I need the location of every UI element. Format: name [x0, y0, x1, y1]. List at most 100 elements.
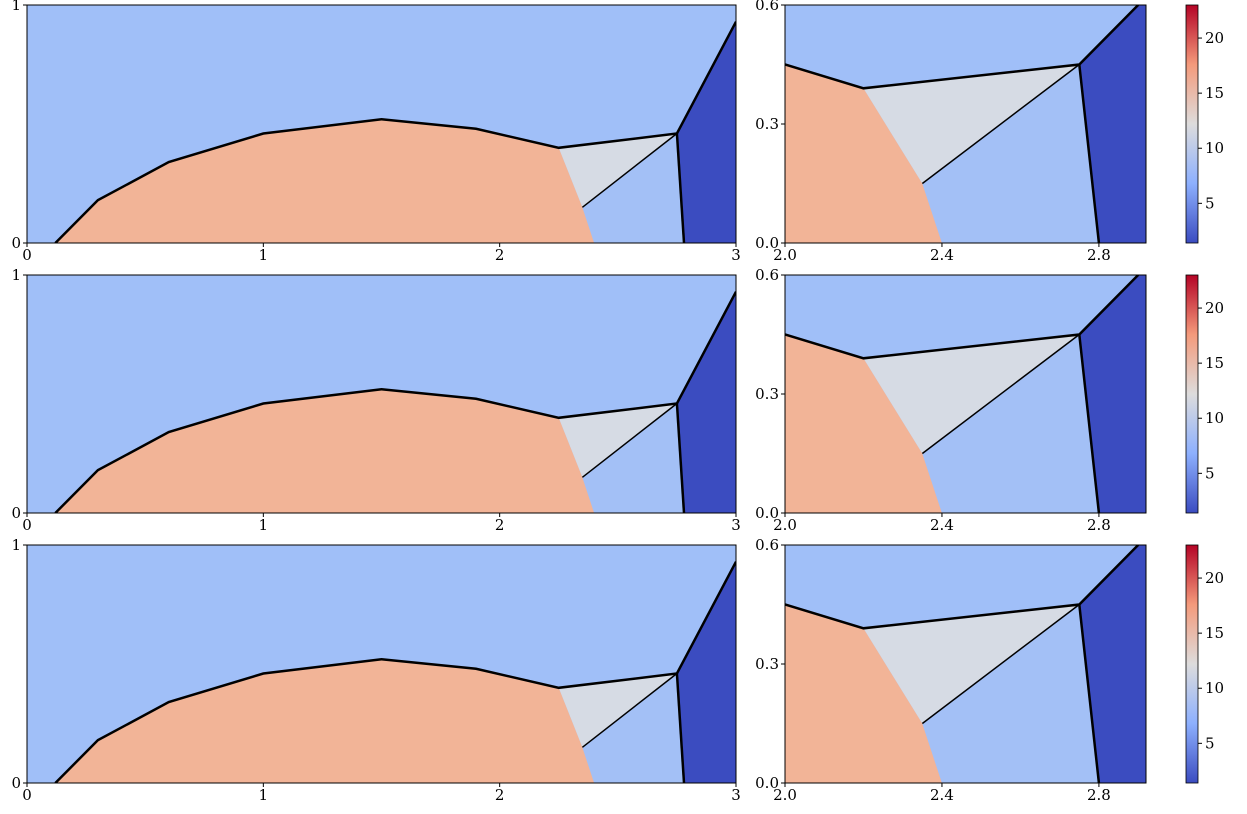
field — [27, 545, 736, 783]
region — [922, 334, 1099, 513]
region — [582, 403, 685, 513]
region — [55, 659, 595, 783]
y-tick-label: 0.6 — [755, 0, 779, 14]
region — [863, 604, 1080, 724]
colorbar — [1185, 544, 1199, 784]
x-tick-label: 2.4 — [930, 246, 954, 264]
slip-line — [581, 402, 678, 478]
region — [1079, 545, 1146, 783]
field — [27, 5, 736, 243]
mach-stem — [675, 673, 686, 783]
mach-stem — [675, 403, 686, 513]
frame — [26, 4, 737, 244]
field — [785, 545, 1146, 783]
panel: 2.0 2.4 2.8 0.0 0.3 0.6 5 10 15 20 — [755, 266, 1224, 534]
region — [558, 133, 677, 208]
y-tick-label: 0 — [11, 504, 21, 522]
mach-stem — [1078, 604, 1101, 783]
frame — [26, 544, 737, 784]
field — [785, 5, 1146, 243]
colorbar-tick-label: 15 — [1205, 624, 1224, 642]
y-tick-label: 0.3 — [755, 385, 779, 403]
panel: 2.0 2.4 2.8 0.0 0.3 0.6 5 10 15 20 — [755, 536, 1224, 804]
region — [922, 604, 1099, 783]
y-tick-label: 0.0 — [755, 774, 779, 792]
mach-stem — [675, 133, 686, 243]
x-tick-label: 3 — [731, 786, 741, 804]
x-tick-label: 2 — [495, 246, 505, 264]
shock — [785, 275, 1140, 360]
y-tick-label: 1 — [11, 536, 21, 554]
colorbar-tick-label: 15 — [1205, 84, 1224, 102]
x-tick-label: 1 — [259, 516, 269, 534]
colorbar-tick-label: 20 — [1205, 29, 1224, 47]
colorbar-tick-label: 5 — [1205, 194, 1215, 212]
region — [785, 334, 942, 513]
region — [558, 403, 677, 478]
x-tick-label: 0 — [22, 786, 32, 804]
frame — [26, 274, 737, 514]
y-tick-label: 0.6 — [755, 266, 779, 284]
mach-stem — [1078, 64, 1101, 243]
region — [1079, 275, 1146, 513]
region — [55, 119, 595, 243]
x-tick-label: 2.4 — [930, 516, 954, 534]
colorbar-tick-label: 15 — [1205, 354, 1224, 372]
slip-line — [921, 603, 1080, 725]
region — [582, 673, 685, 783]
x-tick-label: 2 — [495, 516, 505, 534]
region — [582, 133, 685, 243]
shock — [54, 291, 736, 513]
colorbar — [1185, 274, 1199, 514]
y-tick-label: 1 — [11, 266, 21, 284]
slip-line — [581, 132, 678, 208]
region — [1079, 5, 1146, 243]
region — [863, 64, 1080, 184]
x-tick-label: 1 — [259, 786, 269, 804]
region — [676, 21, 736, 243]
field — [785, 275, 1146, 513]
y-tick-label: 0.3 — [755, 115, 779, 133]
panel: 0 1 2 3 0 1 — [11, 536, 740, 804]
colorbar-tick-label: 10 — [1205, 679, 1224, 697]
colorbar-tick-label: 5 — [1205, 734, 1215, 752]
y-tick-label: 0.3 — [755, 655, 779, 673]
region — [55, 389, 595, 513]
region — [785, 64, 942, 243]
x-tick-label: 3 — [731, 516, 741, 534]
shock — [785, 545, 1140, 630]
region — [676, 291, 736, 513]
x-tick-label: 2.8 — [1087, 246, 1111, 264]
y-tick-label: 0 — [11, 774, 21, 792]
slip-line — [921, 63, 1080, 185]
region — [863, 334, 1080, 454]
x-tick-label: 2.4 — [930, 786, 954, 804]
x-tick-label: 2.8 — [1087, 786, 1111, 804]
panel: 2.0 2.4 2.8 0.0 0.3 0.6 5 10 15 20 — [755, 0, 1224, 264]
colorbar-tick-label: 10 — [1205, 409, 1224, 427]
region — [785, 604, 942, 783]
x-tick-label: 2.0 — [773, 246, 797, 264]
x-tick-label: 0 — [22, 246, 32, 264]
y-tick-label: 0.6 — [755, 536, 779, 554]
panel: 0 1 2 3 0 1 — [11, 266, 740, 534]
shock — [785, 5, 1140, 90]
shock — [54, 21, 736, 243]
x-tick-label: 2.8 — [1087, 516, 1111, 534]
y-tick-label: 0.0 — [755, 504, 779, 522]
y-tick-label: 0 — [11, 234, 21, 252]
colorbar-tick-label: 20 — [1205, 299, 1224, 317]
y-tick-label: 0.0 — [755, 234, 779, 252]
panel: 0 1 2 3 0 1 — [11, 0, 740, 264]
x-tick-label: 0 — [22, 516, 32, 534]
field — [27, 275, 736, 513]
region — [676, 561, 736, 783]
x-tick-label: 2.0 — [773, 786, 797, 804]
x-tick-label: 3 — [731, 246, 741, 264]
y-tick-label: 1 — [11, 0, 21, 14]
colorbar-tick-label: 20 — [1205, 569, 1224, 587]
x-tick-label: 2.0 — [773, 516, 797, 534]
x-tick-label: 2 — [495, 786, 505, 804]
shock — [54, 561, 736, 783]
